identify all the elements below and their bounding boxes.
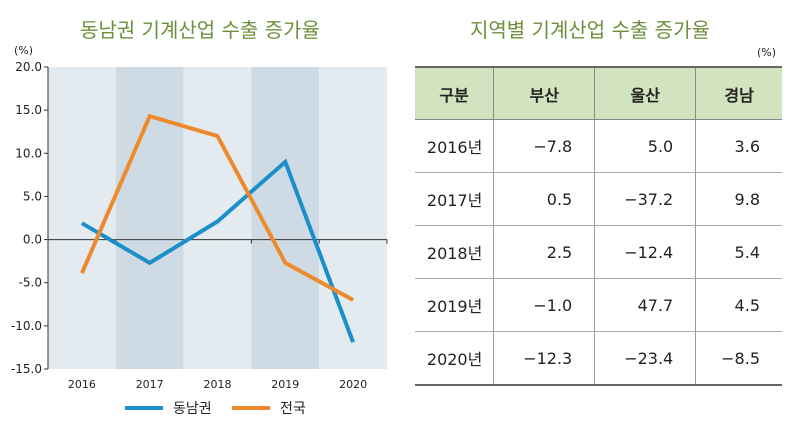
table-cell: 5.0 [594,119,696,173]
chart-title: 동남권 기계산업 수출 증가율 [80,18,320,42]
data-table: 구분 부산 울산 경남 2016년 −7.8 5.0 3.6 2017년 0.5 −37.2 9.8… [415,66,782,386]
table-cell: 2018년 [415,225,494,279]
table-row: 2017년 0.5 −37.2 9.8 [415,172,782,226]
column-header: 울산 [594,66,696,120]
table-cell: −23.4 [594,331,696,386]
table-unit: (%) [757,46,777,59]
table-row: 2019년 −1.0 47.7 4.5 [415,278,782,332]
line-chart: 2016 2017 2018 2019 2020 20.0 15.0 10.0 5.0 0.0 -5… [11,60,388,391]
legend-item-0: 동남권 [125,398,212,418]
band [183,67,252,369]
table-cell: 3.6 [695,119,782,173]
x-tick-label: 2020 [339,378,367,391]
column-header: 구분 [415,66,494,120]
table-cell: −7.8 [493,119,595,173]
table-cell: 47.7 [594,278,696,332]
table-cell: 2019년 [415,278,494,332]
table-row: 2016년 −7.8 5.0 3.6 [415,119,782,173]
table-cell: 4.5 [695,278,782,332]
table-cell: −12.4 [594,225,696,279]
y-tick-label: -5.0 [19,276,42,290]
table-cell: 2.5 [493,225,595,279]
table-cell: 0.5 [493,172,595,226]
column-header: 경남 [695,66,782,120]
table-cell: 5.4 [695,225,782,279]
x-tick-label: 2018 [204,378,232,391]
table-cell: −1.0 [493,278,595,332]
band [115,67,184,369]
table-title: 지역별 기계산업 수출 증가율 [470,18,710,42]
legend-label: 동남권 [173,401,212,417]
table-cell: 2020년 [415,331,494,386]
table-cell: −12.3 [493,331,595,386]
table-cell: −37.2 [594,172,696,226]
y-tick-label: -10.0 [11,319,42,333]
table-cell: −8.5 [695,331,782,386]
x-tick-label: 2016 [68,378,96,391]
x-tick-label: 2019 [271,378,299,391]
y-tick-label: 10.0 [15,146,42,160]
column-header: 부산 [493,66,595,120]
chart-unit: (%) [14,44,34,57]
y-tick-label: 15.0 [15,103,42,117]
legend-swatch [232,406,270,410]
legend-item-1: 전국 [232,398,306,418]
y-tick-label: 5.0 [23,189,42,203]
legend-label: 전국 [280,401,306,417]
table-cell: 2016년 [415,119,494,173]
x-tick-label: 2017 [136,378,164,391]
table-row: 2018년 2.5 −12.4 5.4 [415,225,782,279]
y-tick-label: 20.0 [15,60,42,74]
y-tick-label: 0.0 [23,233,42,247]
band [319,67,387,369]
table-cell: 2017년 [415,172,494,226]
legend-swatch [125,406,163,410]
table-cell: 9.8 [695,172,782,226]
table-row: 2020년 −12.3 −23.4 −8.5 [415,331,782,386]
y-tick-label: -15.0 [11,362,42,376]
